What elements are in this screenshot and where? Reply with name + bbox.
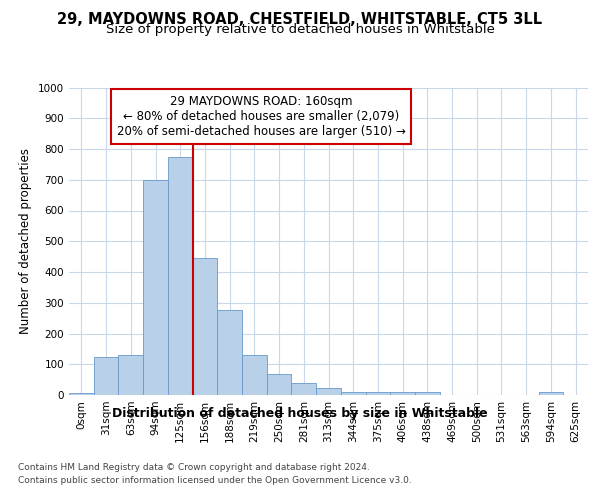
Bar bbox=[242, 355, 267, 395]
Bar bbox=[292, 382, 316, 395]
Bar bbox=[267, 374, 292, 395]
Text: Contains public sector information licensed under the Open Government Licence v3: Contains public sector information licen… bbox=[18, 476, 412, 485]
Bar bbox=[143, 180, 168, 395]
Bar bbox=[118, 355, 143, 395]
Bar bbox=[390, 392, 415, 395]
Bar bbox=[316, 388, 341, 395]
Text: Contains HM Land Registry data © Crown copyright and database right 2024.: Contains HM Land Registry data © Crown c… bbox=[18, 462, 370, 471]
Bar bbox=[365, 392, 390, 395]
Bar bbox=[539, 392, 563, 395]
Y-axis label: Number of detached properties: Number of detached properties bbox=[19, 148, 32, 334]
Text: 29, MAYDOWNS ROAD, CHESTFIELD, WHITSTABLE, CT5 3LL: 29, MAYDOWNS ROAD, CHESTFIELD, WHITSTABL… bbox=[58, 12, 542, 28]
Text: Distribution of detached houses by size in Whitstable: Distribution of detached houses by size … bbox=[112, 408, 488, 420]
Bar bbox=[415, 392, 440, 395]
Bar bbox=[217, 310, 242, 395]
Bar bbox=[69, 394, 94, 395]
Text: 29 MAYDOWNS ROAD: 160sqm
← 80% of detached houses are smaller (2,079)
20% of sem: 29 MAYDOWNS ROAD: 160sqm ← 80% of detach… bbox=[116, 95, 406, 138]
Bar bbox=[193, 258, 217, 395]
Bar bbox=[168, 156, 193, 395]
Bar bbox=[341, 392, 365, 395]
Bar bbox=[94, 356, 118, 395]
Text: Size of property relative to detached houses in Whitstable: Size of property relative to detached ho… bbox=[106, 22, 494, 36]
